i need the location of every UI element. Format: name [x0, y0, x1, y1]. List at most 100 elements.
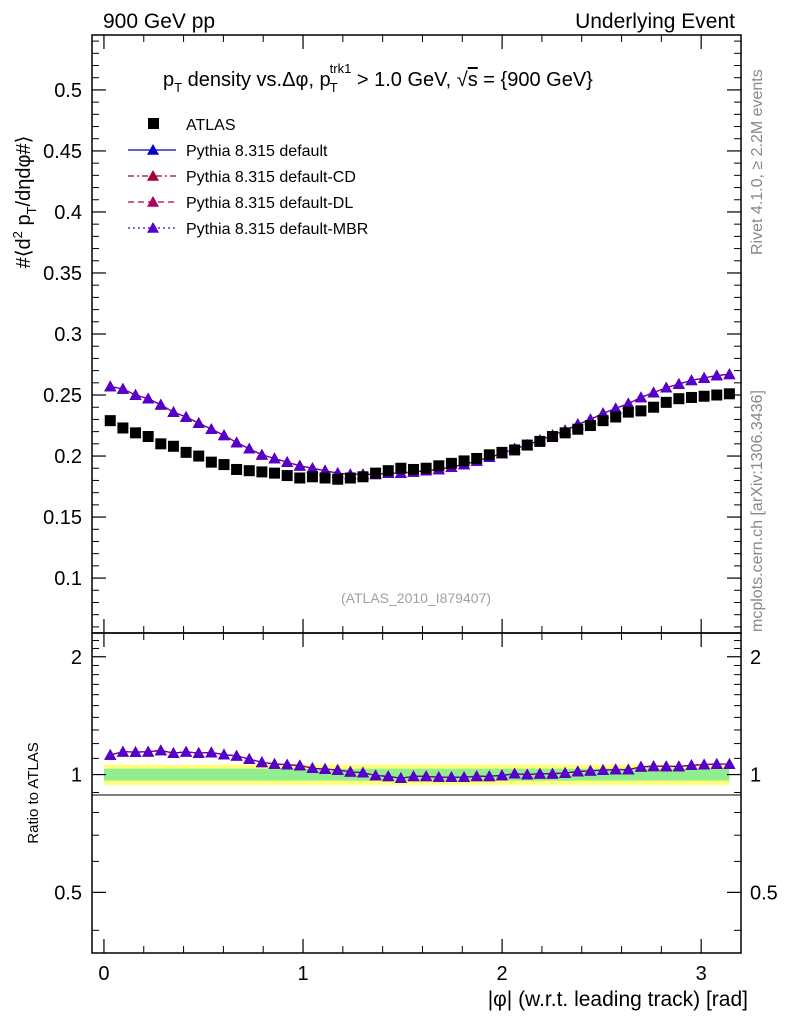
ratio-point [533, 767, 546, 779]
ratio-point [672, 760, 685, 772]
ratio-point [255, 756, 268, 768]
atlas-data-point [180, 446, 192, 458]
chart-title: pT density vs.Δφ, pTtrk1 > 1.0 GeV, √s =… [163, 61, 593, 95]
atlas-data-point [243, 465, 255, 477]
atlas-data-point [218, 459, 230, 471]
legend-label: Pythia 8.315 default-MBR [186, 221, 368, 238]
ratio-tick-label: 1 [71, 765, 82, 787]
ratio-point [369, 769, 382, 781]
atlas-data-point [256, 466, 268, 478]
series-point [255, 448, 268, 460]
atlas-data-point [610, 411, 622, 423]
ratio-point [584, 764, 597, 776]
ratio-point [217, 748, 230, 760]
atlas-data-point [104, 415, 116, 427]
ratio-point [470, 770, 483, 782]
ratio-point [609, 763, 622, 775]
atlas-data-point [281, 470, 293, 482]
atlas-data-point [130, 427, 142, 439]
atlas-data-point [231, 463, 243, 475]
ratio-point [445, 771, 458, 783]
legend-label: Pythia 8.315 default [186, 143, 328, 160]
atlas-data-point [622, 406, 634, 418]
y-tick-label: 0.2 [54, 446, 82, 468]
ratio-point [394, 772, 407, 783]
atlas-data-point [521, 439, 533, 451]
atlas-data-point [635, 405, 647, 417]
atlas-data-point [471, 452, 483, 464]
ratio-point [622, 763, 635, 775]
ratio-point [167, 747, 180, 758]
ratio-point [230, 749, 243, 761]
ratio-point [698, 758, 711, 770]
series-point [154, 398, 167, 410]
ratio-point [306, 762, 319, 773]
ratio-point [180, 745, 193, 757]
atlas-data-point [155, 438, 167, 450]
series-point [217, 429, 230, 441]
series-point [698, 371, 711, 383]
atlas-data-point [332, 473, 344, 485]
series-point [129, 389, 142, 400]
ratio-point [508, 767, 521, 779]
series-point [180, 410, 193, 422]
ratio-series [104, 744, 736, 783]
ratio-y-axis-label: Ratio to ATLAS [25, 742, 42, 843]
ratio-point [571, 765, 584, 777]
ratio-point [723, 758, 736, 769]
y-tick-label: 0.25 [43, 385, 82, 407]
series-point [723, 368, 736, 380]
ratio-point [685, 759, 698, 771]
y-tick-label: 0.45 [43, 141, 82, 163]
legend: ATLAS Pythia 8.315 default Pythia 8.315 de… [128, 117, 368, 238]
atlas-data-point [167, 440, 179, 452]
ratio-point [546, 767, 559, 779]
atlas-data-point [572, 423, 584, 435]
inner-uncertainty-band [103, 768, 730, 781]
atlas-data-point [496, 446, 508, 458]
series-point [710, 369, 723, 381]
ratio-point [382, 770, 395, 782]
atlas-data-point [420, 462, 432, 474]
series-point [660, 381, 673, 393]
atlas-data-point [660, 396, 672, 408]
ratio-tick-label: 2 [71, 647, 82, 669]
ratio-point [281, 758, 294, 770]
atlas-data-point [509, 444, 521, 456]
atlas-data-point [648, 401, 660, 413]
series-point [293, 459, 306, 471]
atlas-data-point [117, 422, 129, 434]
series-point [622, 397, 635, 409]
legend-marker [147, 144, 159, 155]
ratio-tick-label-right: 2 [750, 647, 761, 669]
y-axis-label: #⟨d2 pT/dηdφ#⟩ [10, 136, 39, 269]
ratio-point [268, 757, 281, 769]
atlas-data-point [458, 455, 470, 467]
ratio-point [521, 768, 534, 780]
atlas-data-point [597, 415, 609, 427]
legend-label: ATLAS [186, 117, 236, 134]
y-tick-label: 0.4 [54, 202, 82, 224]
ratio-point [483, 770, 496, 782]
ratio-point [356, 766, 369, 778]
series-point [167, 406, 180, 417]
atlas-data-point [344, 472, 356, 484]
ratio-point [634, 760, 647, 772]
atlas-data-point [673, 393, 685, 405]
atlas-data-point [395, 462, 407, 474]
ratio-panel-frame [91, 632, 742, 954]
atlas-data-point [294, 472, 306, 484]
uncertainty-bands [103, 764, 730, 786]
y-tick-label: 0.15 [43, 507, 82, 529]
legend-marker [147, 170, 159, 181]
series-point [192, 417, 205, 428]
y-tick-label: 0.35 [43, 263, 82, 285]
series-point [685, 374, 698, 386]
x-tick-label: 0 [98, 963, 109, 985]
series-point [672, 378, 685, 389]
atlas-data-point [357, 471, 369, 483]
atlas-data-point [559, 427, 571, 439]
ratio-point [104, 748, 117, 760]
data-series [104, 368, 736, 485]
atlas-data-point [193, 450, 205, 462]
